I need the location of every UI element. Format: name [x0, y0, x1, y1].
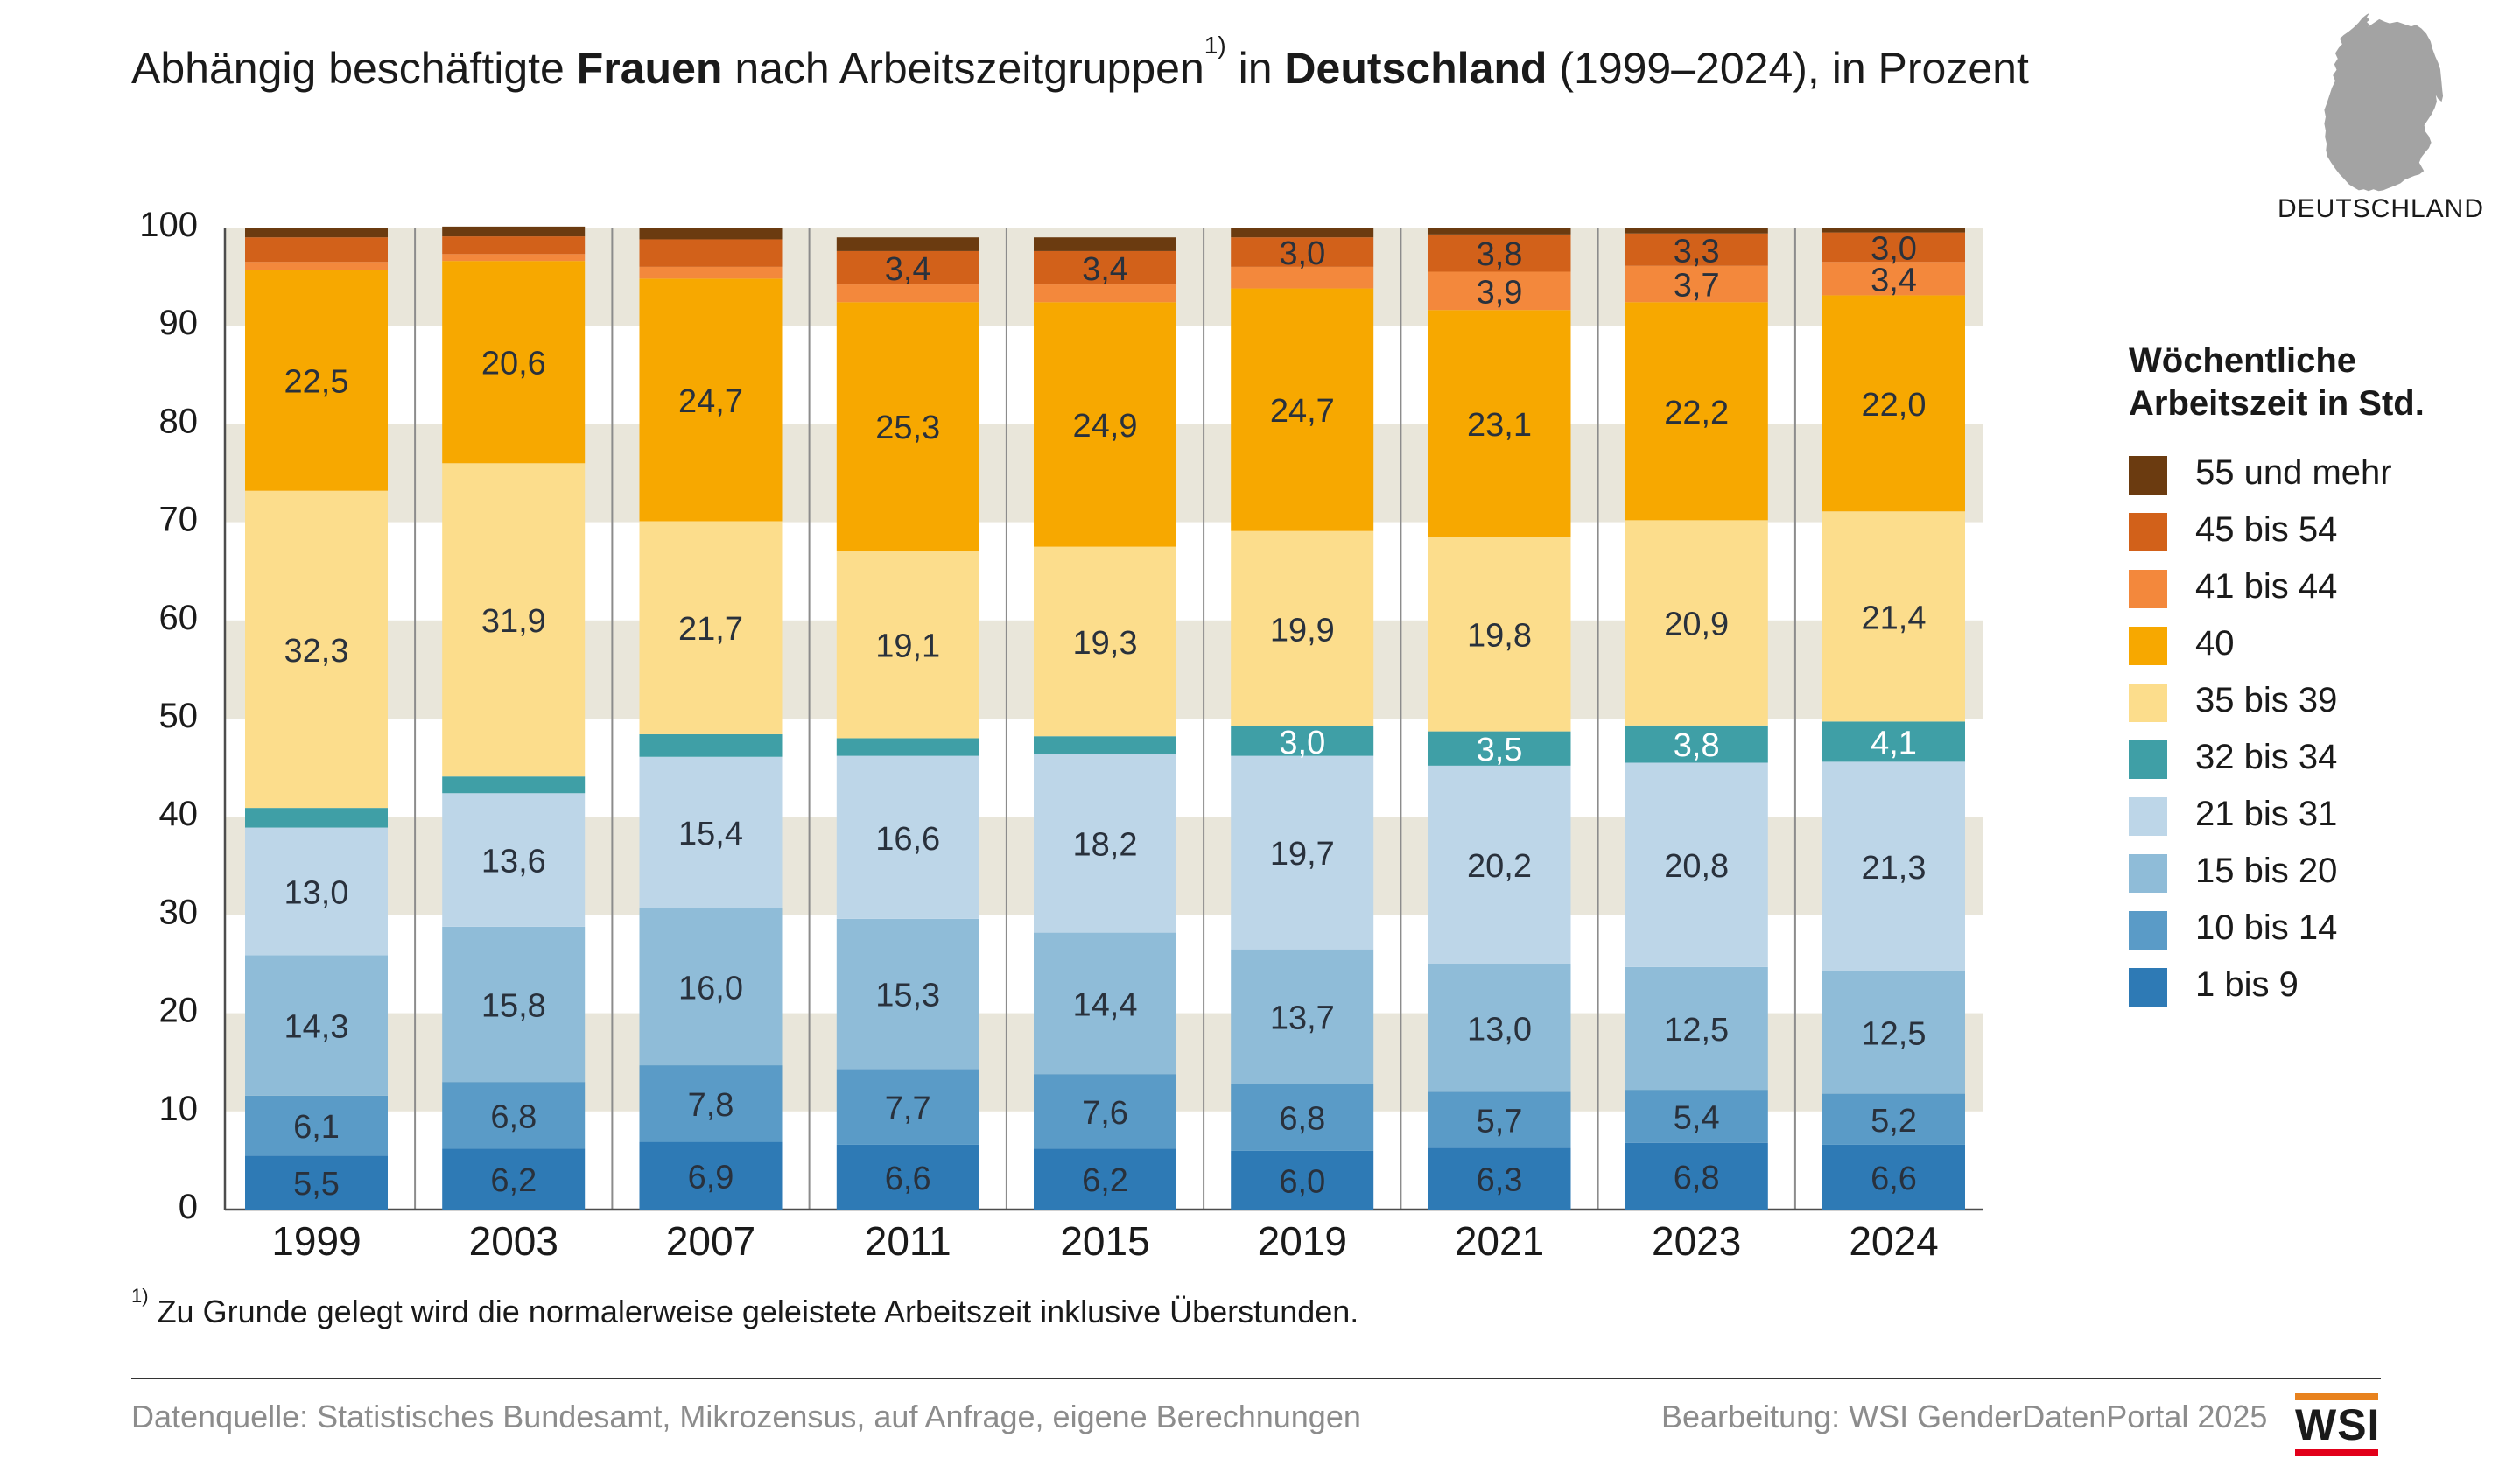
- svg-text:6,2: 6,2: [490, 1162, 537, 1199]
- svg-text:3,8: 3,8: [1674, 727, 1720, 764]
- svg-text:6,8: 6,8: [1279, 1101, 1325, 1138]
- svg-text:5,5: 5,5: [293, 1166, 340, 1203]
- svg-text:19,7: 19,7: [1270, 836, 1335, 873]
- svg-text:3,8: 3,8: [1477, 236, 1523, 273]
- svg-text:21,4: 21,4: [1862, 600, 1927, 636]
- svg-text:2011: 2011: [865, 1218, 951, 1264]
- svg-text:2003: 2003: [469, 1218, 558, 1264]
- svg-text:22,0: 22,0: [1862, 387, 1927, 424]
- svg-text:3,7: 3,7: [1674, 268, 1720, 305]
- svg-text:13,0: 13,0: [1467, 1011, 1532, 1048]
- svg-text:20,6: 20,6: [481, 346, 546, 382]
- svg-text:2015: 2015: [1060, 1218, 1149, 1264]
- svg-text:13,7: 13,7: [1270, 1000, 1335, 1037]
- svg-text:12,5: 12,5: [1664, 1012, 1729, 1049]
- svg-text:3,0: 3,0: [1871, 230, 1917, 267]
- svg-text:15,4: 15,4: [678, 816, 743, 852]
- svg-text:2021: 2021: [1455, 1218, 1544, 1264]
- svg-text:14,4: 14,4: [1073, 986, 1138, 1023]
- svg-text:24,9: 24,9: [1073, 408, 1138, 445]
- svg-text:6,3: 6,3: [1477, 1162, 1523, 1199]
- svg-text:16,6: 16,6: [875, 821, 940, 858]
- svg-text:2007: 2007: [666, 1218, 755, 1264]
- svg-text:5,7: 5,7: [1477, 1103, 1523, 1140]
- svg-text:3,9: 3,9: [1477, 274, 1523, 311]
- svg-text:2019: 2019: [1258, 1218, 1347, 1264]
- svg-text:80: 80: [159, 402, 199, 440]
- svg-text:100: 100: [139, 206, 198, 244]
- svg-text:22,5: 22,5: [284, 363, 349, 400]
- svg-text:19,9: 19,9: [1270, 612, 1335, 649]
- svg-text:20,2: 20,2: [1467, 848, 1532, 885]
- svg-text:3,0: 3,0: [1279, 725, 1325, 761]
- svg-text:24,7: 24,7: [1270, 393, 1335, 430]
- svg-text:1999: 1999: [271, 1218, 361, 1264]
- svg-text:21,7: 21,7: [678, 611, 743, 648]
- svg-text:7,8: 7,8: [688, 1087, 734, 1124]
- svg-text:21,3: 21,3: [1862, 850, 1927, 887]
- svg-text:4,1: 4,1: [1871, 725, 1917, 761]
- svg-text:0: 0: [179, 1188, 198, 1226]
- svg-text:25,3: 25,3: [875, 410, 940, 446]
- svg-text:18,2: 18,2: [1073, 826, 1138, 863]
- svg-text:19,8: 19,8: [1467, 618, 1532, 655]
- svg-text:19,1: 19,1: [875, 628, 940, 664]
- svg-text:6,6: 6,6: [1871, 1161, 1917, 1197]
- svg-text:13,6: 13,6: [481, 844, 546, 880]
- svg-text:6,8: 6,8: [490, 1098, 537, 1135]
- svg-text:7,7: 7,7: [885, 1091, 931, 1127]
- svg-text:2023: 2023: [1652, 1218, 1741, 1264]
- svg-text:6,2: 6,2: [1082, 1162, 1128, 1199]
- svg-text:2024: 2024: [1849, 1218, 1938, 1264]
- svg-text:6,1: 6,1: [293, 1109, 340, 1146]
- svg-text:3,5: 3,5: [1477, 732, 1523, 768]
- svg-text:24,7: 24,7: [678, 383, 743, 420]
- svg-text:90: 90: [159, 304, 199, 342]
- svg-text:12,5: 12,5: [1862, 1015, 1927, 1052]
- svg-text:3,3: 3,3: [1674, 233, 1720, 270]
- svg-text:20,8: 20,8: [1664, 848, 1729, 885]
- svg-text:14,3: 14,3: [284, 1009, 349, 1046]
- svg-text:10: 10: [159, 1090, 199, 1128]
- svg-text:20,9: 20,9: [1664, 607, 1729, 643]
- svg-text:16,0: 16,0: [678, 970, 743, 1007]
- svg-text:30: 30: [159, 893, 199, 931]
- svg-text:70: 70: [159, 501, 199, 539]
- svg-text:19,3: 19,3: [1073, 625, 1138, 662]
- svg-text:7,6: 7,6: [1082, 1095, 1128, 1132]
- svg-text:3,4: 3,4: [885, 251, 931, 288]
- svg-text:20: 20: [159, 992, 199, 1030]
- svg-text:6,9: 6,9: [688, 1159, 734, 1196]
- svg-text:3,4: 3,4: [1871, 262, 1917, 298]
- svg-text:6,8: 6,8: [1674, 1160, 1720, 1196]
- svg-text:5,4: 5,4: [1674, 1099, 1720, 1136]
- svg-text:6,6: 6,6: [885, 1161, 931, 1197]
- svg-text:3,0: 3,0: [1279, 235, 1325, 272]
- svg-text:6,0: 6,0: [1279, 1163, 1325, 1200]
- svg-text:3,4: 3,4: [1082, 251, 1128, 288]
- svg-text:50: 50: [159, 697, 199, 735]
- svg-text:60: 60: [159, 599, 199, 637]
- svg-text:32,3: 32,3: [284, 633, 349, 670]
- svg-text:5,2: 5,2: [1871, 1103, 1917, 1140]
- svg-text:15,3: 15,3: [875, 978, 940, 1014]
- svg-text:31,9: 31,9: [481, 603, 546, 640]
- svg-text:23,1: 23,1: [1467, 407, 1532, 444]
- svg-text:15,8: 15,8: [481, 988, 546, 1025]
- svg-text:13,0: 13,0: [284, 874, 349, 911]
- svg-text:22,2: 22,2: [1664, 395, 1729, 431]
- svg-text:40: 40: [159, 795, 199, 833]
